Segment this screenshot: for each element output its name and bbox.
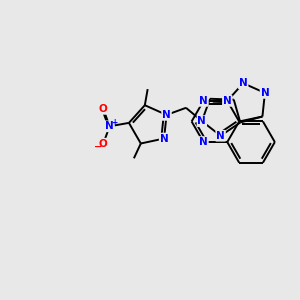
Text: N: N	[199, 137, 208, 147]
Text: −: −	[94, 142, 102, 152]
Text: N: N	[105, 121, 114, 131]
Text: N: N	[160, 134, 168, 143]
Text: O: O	[99, 139, 108, 149]
Text: N: N	[216, 131, 225, 141]
Text: N: N	[239, 78, 248, 88]
Text: +: +	[111, 118, 117, 127]
Text: N: N	[223, 96, 232, 106]
Text: N: N	[260, 88, 269, 98]
Text: N: N	[197, 116, 206, 126]
Text: N: N	[162, 110, 171, 120]
Text: O: O	[99, 104, 108, 114]
Text: N: N	[199, 96, 208, 106]
